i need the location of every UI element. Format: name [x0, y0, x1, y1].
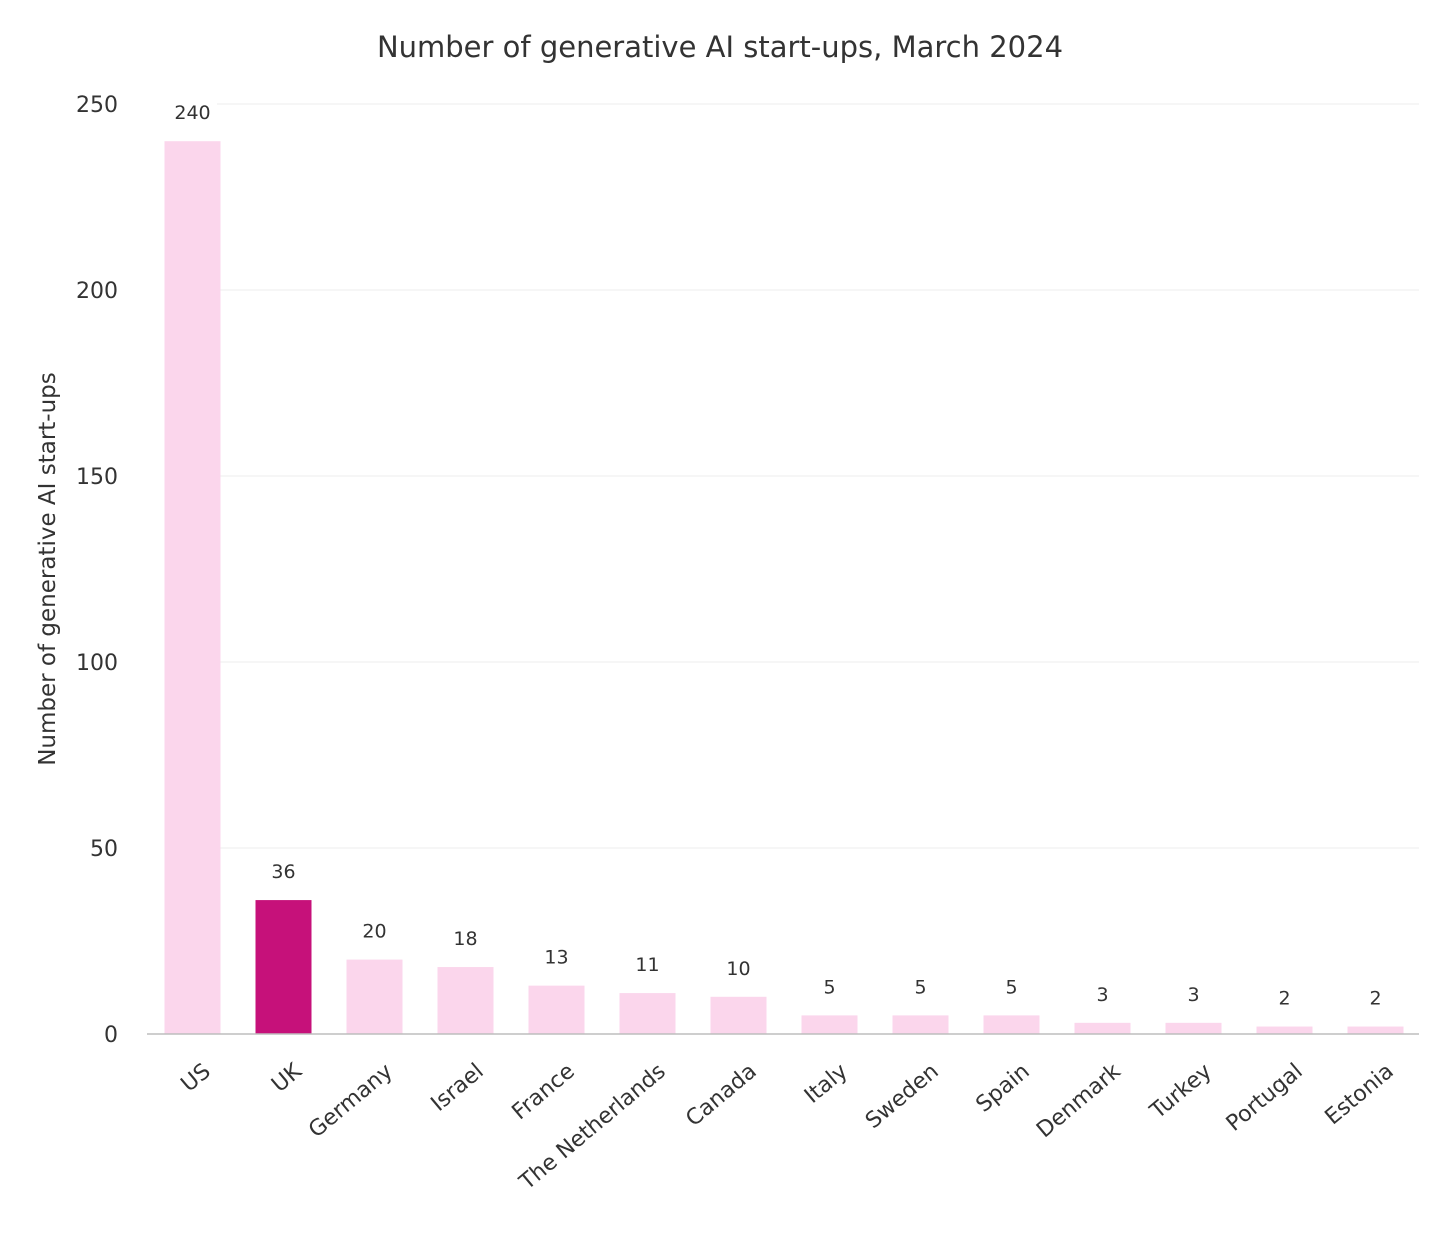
data-label: 5: [1005, 976, 1017, 998]
data-label: 3: [1096, 984, 1108, 1006]
bar-the-netherlands: [619, 993, 676, 1034]
bar-sweden: [892, 1015, 949, 1034]
data-label: 10: [726, 958, 750, 980]
bar-turkey: [1165, 1022, 1222, 1034]
x-tick-label: Estonia: [1321, 1059, 1399, 1130]
x-tick-label: France: [508, 1059, 580, 1125]
x-tick-label: Canada: [681, 1059, 761, 1132]
x-tick-label: UK: [267, 1059, 307, 1098]
data-label: 5: [914, 976, 926, 998]
data-labels: 240 36 20 18 13 11 10 5 5 5 3 3 2 2: [174, 102, 1381, 1009]
data-label: 20: [362, 921, 386, 943]
bar-estonia: [1347, 1026, 1404, 1034]
x-tick-label: US: [177, 1059, 216, 1097]
data-label: 240: [174, 102, 210, 124]
bar-us: [164, 141, 221, 1034]
bar-germany: [346, 959, 403, 1034]
data-label: 3: [1187, 984, 1199, 1006]
x-tick-label: Israel: [427, 1059, 489, 1117]
x-tick-label: Italy: [800, 1059, 853, 1109]
chart-title: Number of generative AI start-ups, March…: [377, 30, 1063, 64]
bars: [164, 141, 1404, 1034]
y-tick-label: 250: [76, 93, 118, 118]
bar-spain: [983, 1015, 1040, 1034]
data-label: 13: [544, 947, 568, 969]
x-tick-label: Germany: [304, 1059, 398, 1143]
y-axis-ticks: 0 50 100 150 200 250: [76, 93, 118, 1048]
data-label: 5: [823, 976, 835, 998]
bar-denmark: [1074, 1022, 1131, 1034]
x-tick-label: Denmark: [1032, 1059, 1126, 1143]
data-label: 18: [453, 928, 477, 950]
bar-uk: [255, 900, 312, 1034]
x-tick-label: Sweden: [861, 1059, 944, 1134]
data-label: 2: [1369, 988, 1381, 1010]
data-label: 36: [271, 861, 295, 883]
x-tick-label: Spain: [972, 1059, 1035, 1118]
y-tick-label: 150: [76, 465, 118, 490]
bar-italy: [801, 1015, 858, 1034]
bar-portugal: [1256, 1026, 1313, 1034]
x-tick-label: Portugal: [1222, 1059, 1308, 1137]
bar-france: [528, 985, 585, 1034]
gridlines: [217, 103, 1419, 849]
y-axis-title: Number of generative AI start-ups: [35, 372, 61, 766]
x-tick-label: Turkey: [1145, 1059, 1217, 1125]
data-label: 11: [635, 954, 659, 976]
y-tick-label: 50: [90, 837, 118, 862]
bar-israel: [437, 967, 494, 1034]
y-tick-label: 0: [104, 1023, 118, 1048]
y-tick-label: 100: [76, 651, 118, 676]
bar-canada: [710, 996, 767, 1034]
data-label: 2: [1278, 988, 1290, 1010]
y-tick-label: 200: [76, 279, 118, 304]
